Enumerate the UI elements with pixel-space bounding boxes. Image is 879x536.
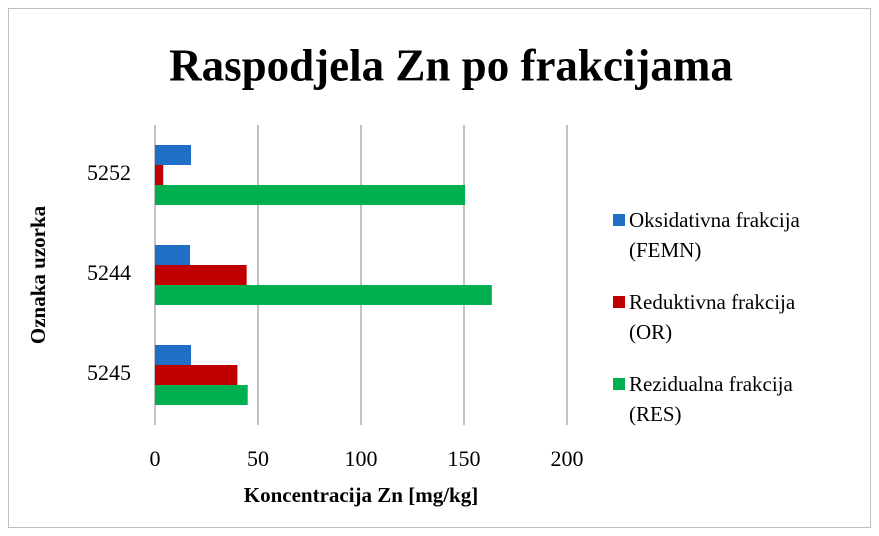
bar	[155, 345, 192, 365]
bar	[155, 145, 192, 165]
x-tick-label: 0	[150, 446, 161, 471]
bar	[155, 165, 164, 185]
y-axis-label: Oznaka uzorka	[26, 205, 50, 344]
legend-item: Reduktivna frakcija (OR)	[613, 287, 868, 347]
legend-label: Rezidualna frakcija (RES)	[629, 372, 793, 426]
bar	[155, 185, 466, 205]
bar	[155, 385, 248, 405]
legend-item: Rezidualna frakcija (RES)	[613, 369, 868, 429]
legend-label: Oksidativna frakcija (FEMN)	[629, 208, 800, 262]
x-tick-label: 50	[247, 446, 269, 471]
y-tick-label: 5252	[87, 160, 131, 185]
chart-title: Raspodjela Zn po frakcijama	[169, 40, 733, 90]
chart-border	[8, 8, 871, 528]
legend-swatch	[613, 214, 625, 226]
legend-swatch	[613, 296, 625, 308]
x-tick-label: 100	[345, 446, 378, 471]
x-axis-label: Koncentracija Zn [mg/kg]	[244, 483, 478, 507]
x-tick-label: 150	[448, 446, 481, 471]
legend-label: Reduktivna frakcija (OR)	[629, 290, 796, 344]
x-tick-label: 200	[551, 446, 584, 471]
bar	[155, 265, 247, 285]
legend-item: Oksidativna frakcija (FEMN)	[613, 205, 868, 265]
legend-swatch	[613, 378, 625, 390]
y-tick-label: 5245	[87, 360, 131, 385]
bar	[155, 245, 191, 265]
bar	[155, 285, 492, 305]
bar	[155, 365, 238, 385]
y-tick-label: 5244	[87, 260, 131, 285]
